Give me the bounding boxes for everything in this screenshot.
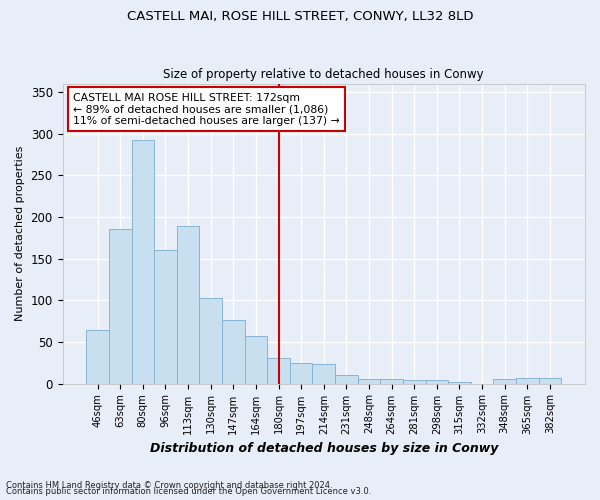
Bar	[222, 320, 245, 384]
Text: Contains HM Land Registry data © Crown copyright and database right 2024.: Contains HM Land Registry data © Crown c…	[6, 481, 332, 490]
Title: Size of property relative to detached houses in Conwy: Size of property relative to detached ho…	[163, 68, 484, 81]
Text: CASTELL MAI ROSE HILL STREET: 172sqm
← 89% of detached houses are smaller (1,086: CASTELL MAI ROSE HILL STREET: 172sqm ← 8…	[73, 92, 340, 126]
Bar	[199, 298, 222, 384]
Bar	[131, 140, 154, 384]
X-axis label: Distribution of detached houses by size in Conwy: Distribution of detached houses by size …	[149, 442, 498, 455]
Bar	[313, 364, 335, 384]
Bar	[267, 358, 290, 384]
Y-axis label: Number of detached properties: Number of detached properties	[15, 146, 25, 322]
Bar	[403, 380, 425, 384]
Bar	[177, 226, 199, 384]
Bar	[86, 330, 109, 384]
Bar	[245, 336, 267, 384]
Bar	[335, 375, 358, 384]
Bar	[493, 378, 516, 384]
Bar	[109, 230, 131, 384]
Bar	[154, 250, 177, 384]
Bar	[516, 378, 539, 384]
Text: CASTELL MAI, ROSE HILL STREET, CONWY, LL32 8LD: CASTELL MAI, ROSE HILL STREET, CONWY, LL…	[127, 10, 473, 23]
Bar	[425, 380, 448, 384]
Bar	[358, 378, 380, 384]
Bar	[448, 382, 471, 384]
Text: Contains public sector information licensed under the Open Government Licence v3: Contains public sector information licen…	[6, 487, 371, 496]
Bar	[380, 380, 403, 384]
Bar	[539, 378, 561, 384]
Bar	[290, 362, 313, 384]
